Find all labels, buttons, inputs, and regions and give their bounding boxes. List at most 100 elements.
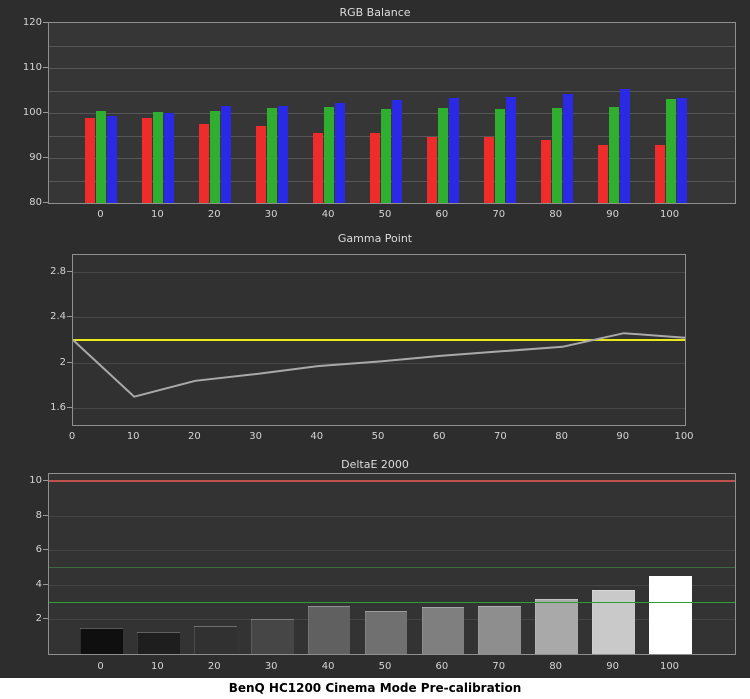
y-axis-label: 6 [35, 544, 42, 556]
green-bar [267, 107, 278, 203]
gamma-target-line [73, 339, 685, 341]
rgb-balance-panel: RGB Balance 80 90 100 110 120 0 10 20 30 40 50 60 70… [0, 0, 750, 226]
x-axis-label: 20 [207, 209, 221, 220]
deltae-plot [48, 473, 736, 655]
deltae-panel: DeltaE 2000 2 4 6 8 10 0 10 20 30 40 50 60 70 80 90 100 [0, 452, 750, 678]
green-bar [210, 110, 221, 203]
red-bar [199, 124, 210, 203]
y-axis-label: 100 [22, 107, 42, 118]
deltae-bar [478, 605, 522, 654]
blue-bar [164, 112, 175, 203]
y-axis-tick [43, 514, 48, 516]
deltae-bar [193, 626, 237, 654]
red-bar [85, 117, 96, 203]
gamma-title: Gamma Point [337, 232, 413, 245]
red-bar [597, 144, 608, 203]
x-axis-label: 10 [126, 431, 140, 442]
deltae-bar [307, 605, 351, 654]
gamma-curve-svg [73, 332, 685, 398]
x-axis-label: 40 [321, 661, 335, 672]
x-axis-label: 60 [432, 431, 446, 442]
gamma-plot [72, 254, 686, 426]
gridline [49, 584, 735, 586]
y-axis-label: 4 [35, 578, 42, 590]
gridline [73, 408, 685, 409]
x-axis-label: 0 [97, 661, 104, 672]
x-axis-label: 90 [606, 661, 619, 672]
y-axis-tick [43, 67, 48, 68]
y-axis-tick [67, 361, 72, 363]
x-axis-label: 50 [378, 661, 392, 672]
x-axis-label: 80 [549, 209, 563, 220]
y-axis-tick [67, 407, 72, 408]
limit-line-3 [49, 601, 735, 603]
blue-bar [221, 105, 232, 203]
y-axis-label: 1.6 [50, 402, 66, 413]
x-axis-label: 30 [264, 209, 278, 220]
y-axis-label: 2.8 [50, 266, 66, 277]
gamma-panel: Gamma Point 1.6 2 2.4 2.8 0 10 20 30 40 50 60 70 80 9… [0, 226, 750, 452]
x-axis-label: 60 [435, 661, 449, 672]
deltae-bar [80, 628, 123, 654]
deltae-title: DeltaE 2000 [341, 458, 409, 471]
red-bar [426, 137, 437, 203]
red-bar [142, 118, 153, 203]
deltae-bar [649, 576, 692, 654]
x-axis-label: 80 [555, 431, 568, 442]
y-axis-tick [67, 316, 72, 318]
x-axis-label: 40 [310, 431, 324, 442]
y-axis-label: 2 [59, 356, 66, 368]
green-bar [153, 111, 164, 203]
y-axis-tick [43, 157, 48, 158]
limit-line-10 [49, 479, 735, 482]
caption: BenQ HC1200 Cinema Mode Pre-calibration [0, 678, 750, 699]
y-axis-label: 2.4 [50, 311, 66, 323]
deltae-bar [136, 631, 180, 654]
blue-bar [107, 115, 118, 203]
gridline [49, 68, 735, 69]
blue-bar [562, 93, 573, 203]
green-bar [381, 108, 391, 203]
x-axis-label: 100 [674, 431, 694, 442]
gamma-curve [73, 332, 685, 398]
deltae-bar [250, 619, 294, 654]
y-axis-tick [43, 22, 48, 23]
x-axis-label: 0 [97, 209, 104, 220]
x-axis-label: 90 [616, 431, 630, 442]
blue-bar [335, 102, 346, 203]
x-axis-label: 20 [207, 661, 221, 672]
deltae-bar [364, 610, 408, 654]
rgb-balance-plot [48, 22, 736, 204]
y-axis-label: 10 [29, 474, 42, 486]
x-axis-label: 10 [150, 209, 164, 220]
red-bar [256, 125, 267, 203]
gridline [49, 550, 735, 552]
x-axis-label: 60 [435, 209, 449, 220]
x-axis-label: 50 [371, 431, 385, 442]
y-axis-tick [43, 583, 48, 585]
green-bar [665, 98, 676, 203]
y-axis-label: 90 [29, 152, 42, 163]
blue-bar [676, 98, 687, 203]
red-bar [313, 132, 324, 203]
gridline [49, 90, 735, 92]
x-axis-label: 100 [659, 661, 680, 672]
x-axis-label: 30 [249, 431, 262, 442]
y-axis-tick [43, 549, 48, 551]
x-axis-label: 90 [606, 209, 619, 220]
gridline [49, 45, 735, 47]
gridline [49, 515, 735, 517]
deltae-bar [535, 598, 579, 654]
x-axis-label: 30 [264, 661, 278, 672]
x-axis-label: 0 [68, 431, 76, 442]
y-axis-label: 110 [22, 62, 42, 73]
gridline [73, 362, 685, 364]
y-axis-label: 2 [35, 613, 42, 625]
x-axis-label: 70 [492, 661, 506, 672]
green-bar [437, 107, 448, 203]
gridline [73, 317, 685, 319]
x-axis-label: 50 [378, 209, 392, 220]
red-bar [654, 144, 665, 203]
green-bar [96, 111, 107, 203]
x-axis-label: 70 [494, 431, 507, 442]
